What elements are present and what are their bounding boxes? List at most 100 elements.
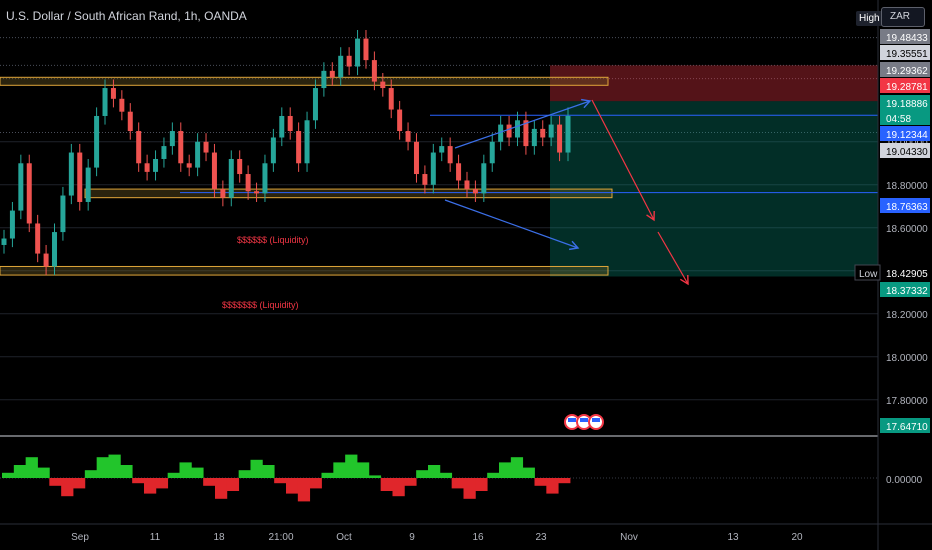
oscillator-bar <box>416 470 429 478</box>
oscillator-bar <box>392 478 405 497</box>
candle <box>203 141 209 153</box>
candle <box>304 120 310 164</box>
price-tag-label: 19.29362 <box>886 66 928 77</box>
candle <box>380 81 386 89</box>
candle <box>211 152 217 190</box>
candle <box>388 88 394 110</box>
oscillator-bar <box>203 478 216 486</box>
x-tick-label: 16 <box>472 532 484 543</box>
candle <box>346 55 352 67</box>
upper-resistance-zone <box>0 76 609 86</box>
oscillator-bar <box>179 462 192 478</box>
oscillator-bar <box>357 462 370 478</box>
candle <box>262 163 268 194</box>
price-tag <box>880 265 930 280</box>
candle <box>77 152 83 202</box>
price-tag-label: 19.35551 <box>886 49 928 60</box>
candle <box>481 163 487 194</box>
price-tag <box>880 143 930 158</box>
candle <box>186 163 192 168</box>
candle <box>9 210 15 239</box>
x-tick-label: 13 <box>727 532 739 543</box>
oscillator-bar <box>510 457 524 478</box>
oscillator-bar <box>84 470 98 478</box>
trend-line-upper-head <box>581 98 592 109</box>
x-tick-label: 11 <box>150 532 161 543</box>
oscillator-bar <box>286 478 299 494</box>
currency-button[interactable]: ZAR <box>881 7 925 27</box>
oscillator-bar <box>404 478 417 486</box>
oscillator-bar <box>250 459 263 478</box>
x-tick-label: Oct <box>336 532 352 543</box>
oscillator-bar <box>297 478 311 502</box>
x-tick-label: Nov <box>620 532 638 543</box>
candle <box>464 180 470 190</box>
oscillator-bar <box>73 478 86 489</box>
oscillator-bar <box>144 478 157 494</box>
oscillator-bar <box>534 478 547 486</box>
candle <box>52 232 58 267</box>
y-tick-label: 18.60000 <box>886 224 928 235</box>
oscillator-zero-label: 0.00000 <box>886 475 923 486</box>
candle <box>220 189 226 198</box>
oscillator-bar <box>309 478 322 489</box>
candle <box>136 131 142 164</box>
flag-canton <box>580 418 588 422</box>
y-tick-label: 18.20000 <box>886 310 928 321</box>
oscillator-bar <box>546 478 559 494</box>
candle <box>355 38 361 67</box>
flag-canton <box>592 418 600 422</box>
price-tag <box>880 95 930 110</box>
candle <box>279 115 285 138</box>
price-tag <box>880 110 930 125</box>
price-tag <box>880 198 930 213</box>
oscillator-bar <box>321 472 334 478</box>
candle <box>296 131 302 164</box>
candle <box>405 131 411 142</box>
high-badge: High <box>856 11 883 26</box>
candle <box>548 124 554 138</box>
oscillator-bar <box>215 478 228 499</box>
candle <box>195 141 201 168</box>
candle <box>228 158 234 198</box>
oscillator-bar <box>238 470 251 478</box>
candle <box>447 146 453 164</box>
oscillator-bar <box>333 462 346 478</box>
lower-support-zone <box>0 265 609 276</box>
price-tag <box>880 418 930 433</box>
chart-title: U.S. Dollar / South African Rand, 1h, OA… <box>6 9 247 23</box>
candle <box>338 55 344 78</box>
oscillator-bar <box>274 478 287 484</box>
candle <box>371 60 377 82</box>
candle <box>102 88 108 116</box>
oscillator-bar <box>522 467 535 478</box>
projection-arrow-2-head <box>679 274 689 286</box>
x-tick-label: 9 <box>409 532 415 543</box>
oscillator-bar <box>475 478 488 491</box>
mid-support-zone <box>84 188 613 199</box>
candle <box>514 120 520 138</box>
price-tag <box>880 45 930 60</box>
oscillator-bar <box>167 472 180 478</box>
oscillator-bar <box>558 478 571 484</box>
oscillator-bar <box>108 454 121 478</box>
x-tick-label: 21:00 <box>268 532 293 543</box>
oscillator-bar <box>439 472 453 478</box>
oscillator-bar <box>49 478 62 486</box>
x-tick-label: Sep <box>71 532 89 543</box>
stop-loss-zone <box>550 65 878 102</box>
trend-line-upper <box>454 100 591 149</box>
price-tag-label: 17.64710 <box>886 422 928 433</box>
price-tag-label: 19.48433 <box>886 33 928 44</box>
oscillator-bar <box>25 457 38 478</box>
oscillator-bar <box>132 478 145 484</box>
flag-canton <box>568 418 576 422</box>
price-tag-label: 18.76363 <box>886 202 928 213</box>
candle <box>144 163 150 172</box>
oscillator-bar <box>463 478 476 499</box>
trend-line-lower <box>444 199 579 249</box>
candle <box>430 152 436 185</box>
candle <box>287 115 293 132</box>
price-tag <box>880 282 930 297</box>
